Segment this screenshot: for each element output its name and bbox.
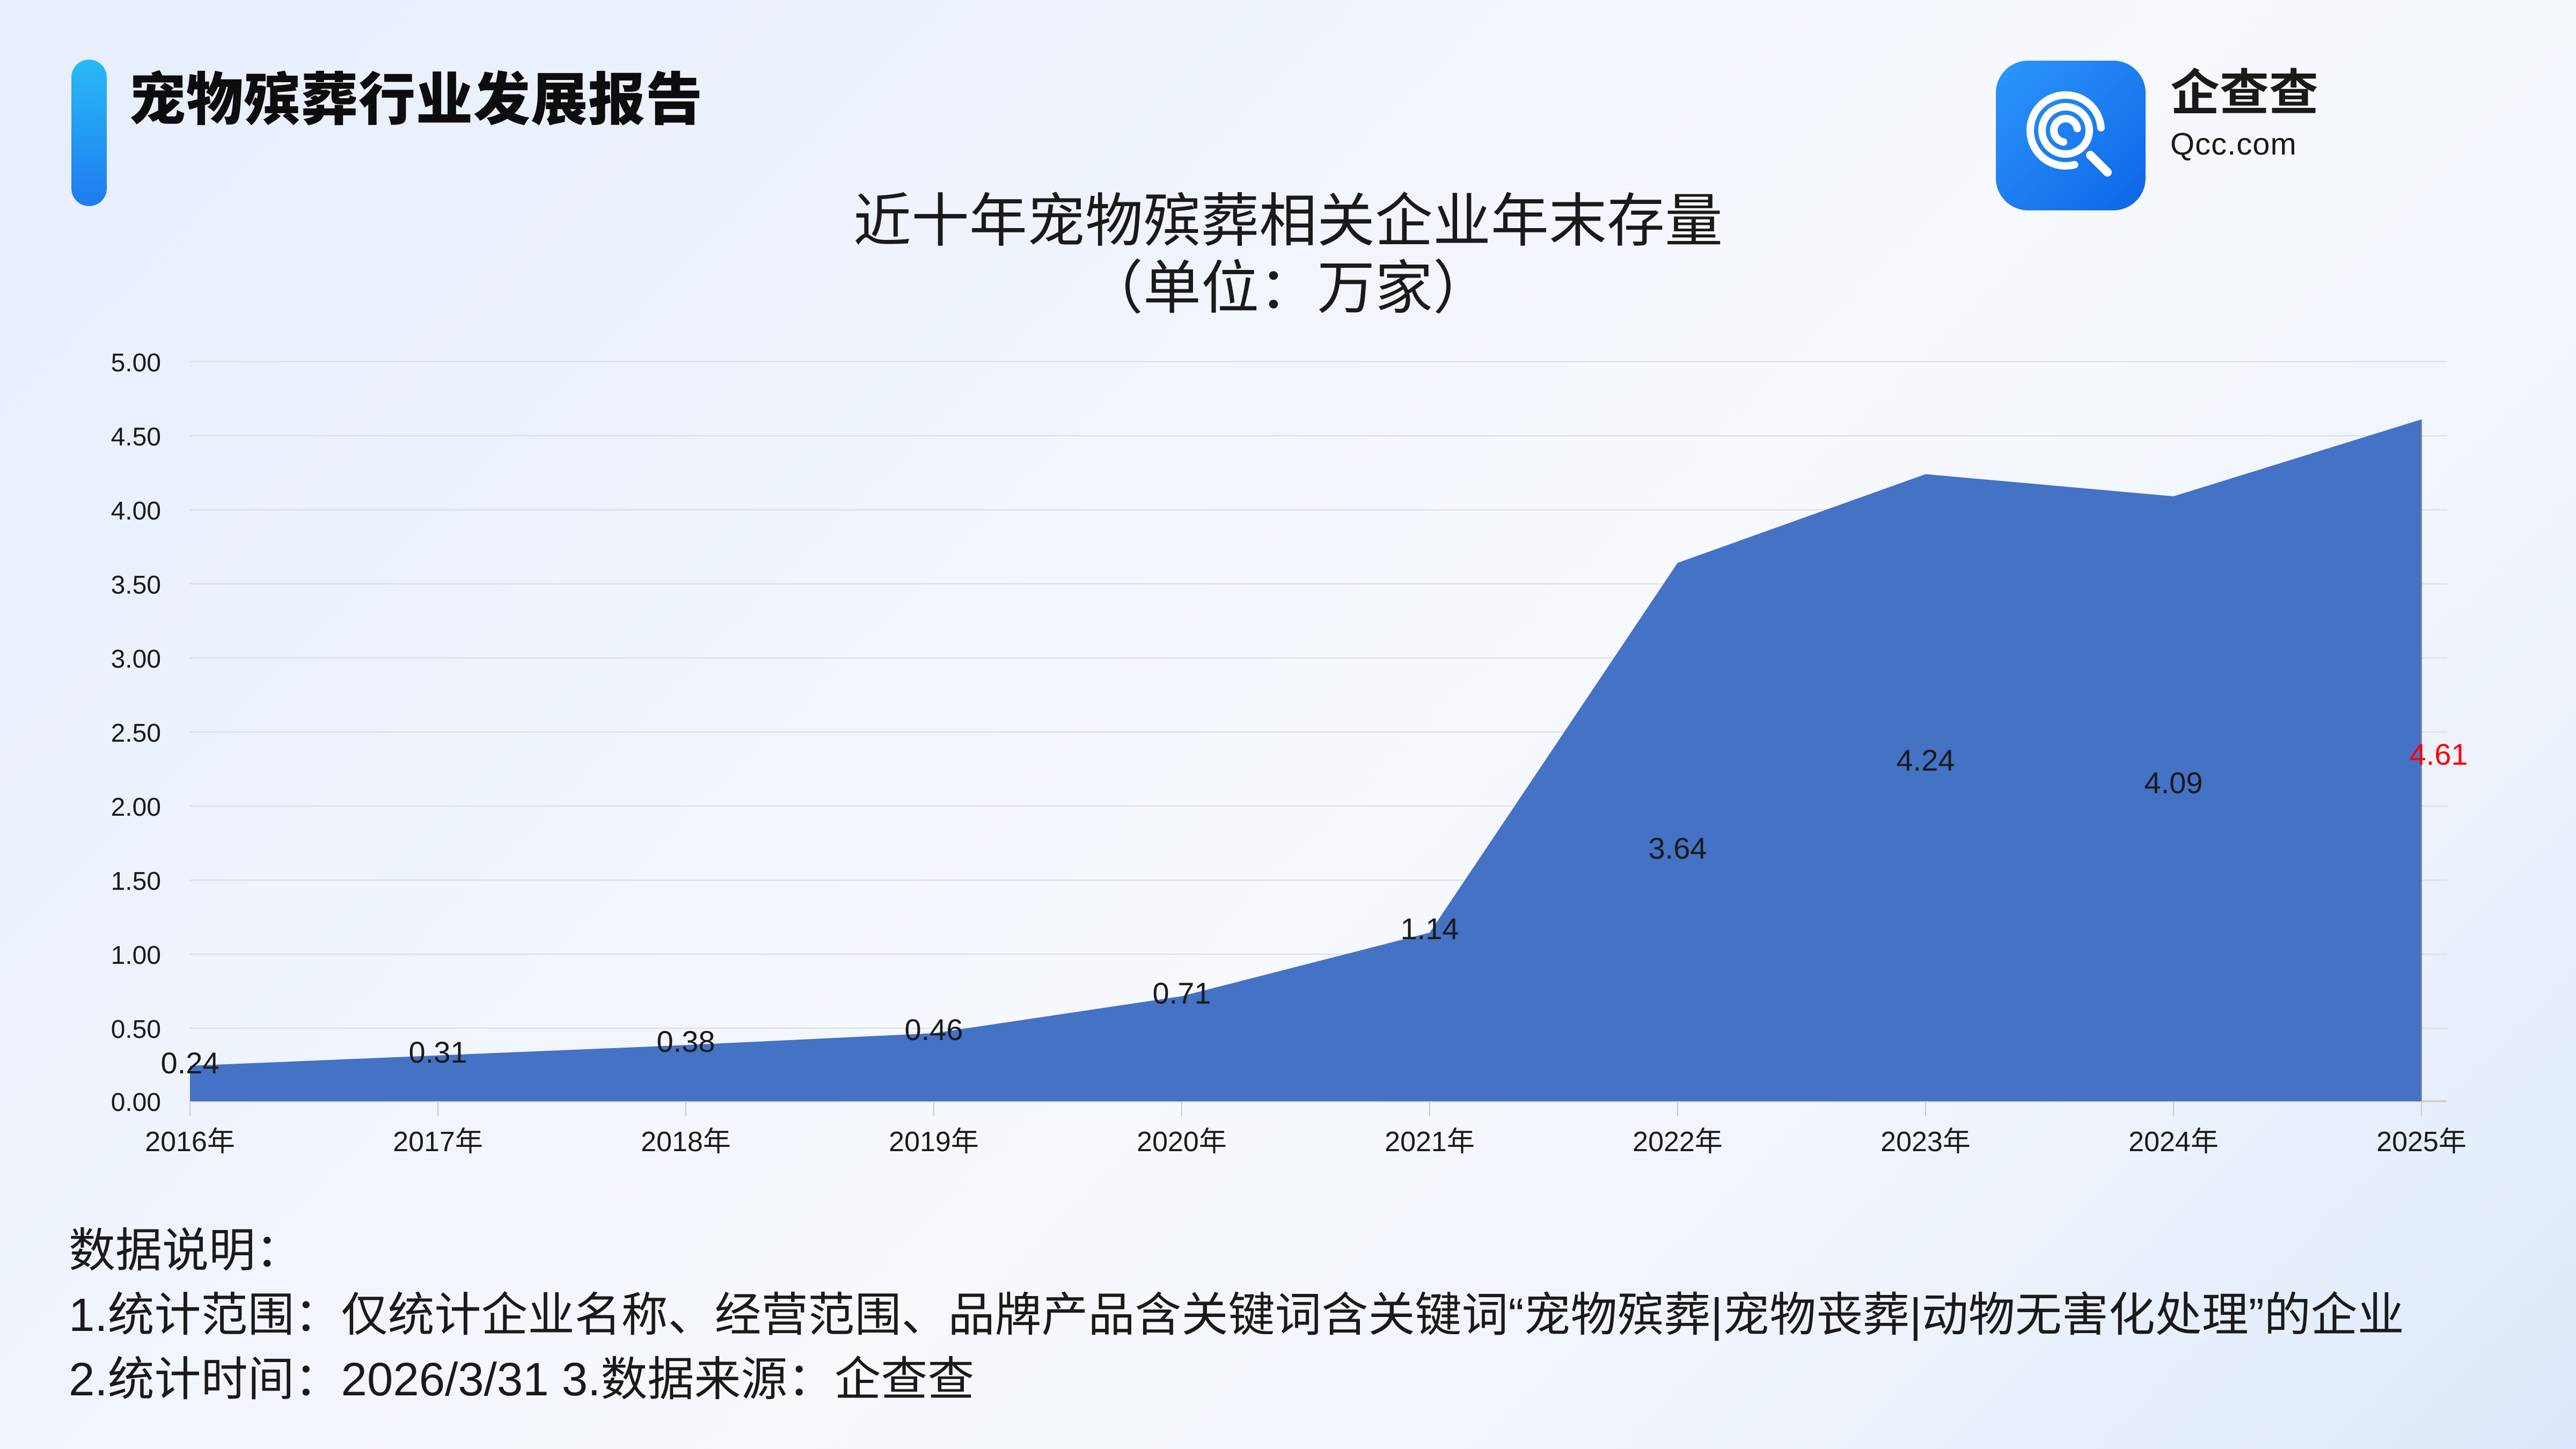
svg-text:0.71: 0.71 — [1153, 976, 1211, 1010]
svg-text:2018年: 2018年 — [641, 1126, 731, 1158]
svg-text:2020年: 2020年 — [1137, 1126, 1227, 1158]
svg-text:4.61: 4.61 — [2410, 737, 2468, 771]
svg-text:4.00: 4.00 — [111, 497, 161, 525]
svg-text:0.31: 0.31 — [409, 1035, 467, 1069]
svg-text:0.46: 0.46 — [905, 1013, 963, 1046]
svg-text:3.50: 3.50 — [111, 571, 161, 599]
svg-text:2019年: 2019年 — [889, 1126, 979, 1158]
svg-text:5.00: 5.00 — [111, 349, 161, 377]
svg-text:4.24: 4.24 — [1897, 743, 1955, 777]
svg-text:2016年: 2016年 — [145, 1126, 235, 1158]
svg-text:2017年: 2017年 — [393, 1126, 483, 1158]
svg-text:2.00: 2.00 — [111, 793, 161, 822]
svg-text:2023年: 2023年 — [1880, 1126, 1971, 1158]
svg-text:2.50: 2.50 — [111, 719, 161, 748]
svg-text:0.38: 0.38 — [657, 1024, 715, 1058]
svg-text:4.50: 4.50 — [111, 423, 161, 451]
svg-text:1.50: 1.50 — [111, 867, 161, 896]
svg-text:1.00: 1.00 — [111, 941, 161, 970]
svg-text:2025年: 2025年 — [2376, 1126, 2467, 1158]
svg-text:4.09: 4.09 — [2145, 766, 2203, 800]
svg-text:3.00: 3.00 — [111, 645, 161, 674]
svg-text:0.00: 0.00 — [111, 1088, 161, 1117]
svg-text:3.64: 3.64 — [1649, 831, 1707, 865]
svg-text:1.14: 1.14 — [1401, 912, 1459, 946]
svg-text:2022年: 2022年 — [1633, 1126, 1723, 1158]
svg-text:0.24: 0.24 — [161, 1046, 219, 1080]
svg-text:2021年: 2021年 — [1385, 1126, 1475, 1158]
svg-text:0.50: 0.50 — [111, 1015, 161, 1044]
svg-text:2024年: 2024年 — [2128, 1126, 2219, 1158]
